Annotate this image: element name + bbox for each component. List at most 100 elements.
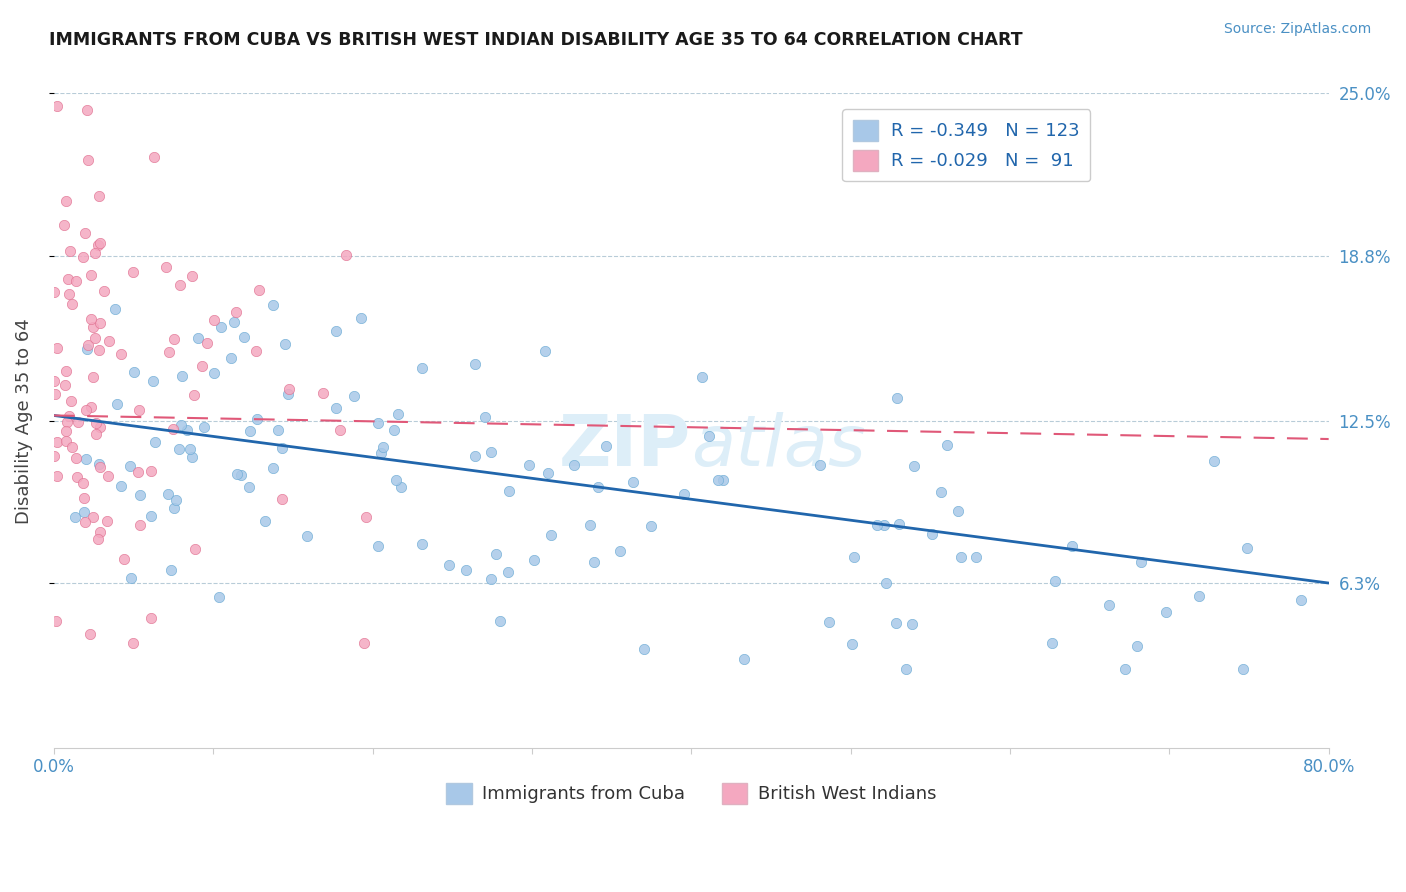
Point — [58, 409, 80, 424]
Point — [633, 642, 655, 657]
Point — [44, 375, 66, 389]
Point — [79, 627, 101, 641]
Point — [706, 473, 728, 487]
Point — [84, 416, 107, 430]
Point — [274, 337, 297, 351]
Point — [371, 441, 394, 455]
Point — [353, 636, 375, 650]
Y-axis label: Disability Age 35 to 64: Disability Age 35 to 64 — [15, 318, 32, 524]
Point — [82, 510, 104, 524]
Point — [105, 397, 128, 411]
Point — [254, 514, 277, 528]
Point — [89, 343, 111, 357]
Point — [1236, 541, 1258, 555]
Point — [894, 663, 917, 677]
Point — [335, 248, 357, 262]
Point — [84, 427, 107, 442]
Point — [89, 524, 111, 539]
Point — [1098, 599, 1121, 613]
Point — [886, 615, 908, 630]
Point — [225, 305, 247, 319]
Point — [479, 572, 502, 586]
Point — [75, 452, 97, 467]
Point — [209, 320, 232, 334]
Point — [329, 423, 352, 437]
Point — [89, 316, 111, 330]
Point — [83, 331, 105, 345]
Point — [354, 509, 377, 524]
Point — [128, 488, 150, 502]
Point — [537, 466, 560, 480]
Point — [1060, 539, 1083, 553]
Point — [76, 342, 98, 356]
Point — [181, 269, 204, 284]
Point — [1289, 592, 1312, 607]
Point — [621, 475, 644, 489]
Point — [122, 366, 145, 380]
Point — [697, 429, 720, 443]
Point — [75, 226, 97, 240]
Point — [65, 450, 87, 465]
Point — [122, 636, 145, 650]
Point — [389, 480, 412, 494]
Point — [1126, 639, 1149, 653]
Point — [367, 539, 389, 553]
Point — [325, 324, 347, 338]
Point — [184, 542, 207, 557]
Point — [141, 610, 163, 624]
Point — [936, 438, 959, 452]
Point — [262, 298, 284, 312]
Point — [382, 423, 405, 437]
Point — [295, 529, 318, 543]
Point — [385, 473, 408, 487]
Point — [65, 274, 87, 288]
Point — [165, 492, 187, 507]
Point — [733, 652, 755, 666]
Point — [886, 391, 908, 405]
Point — [46, 434, 69, 449]
Point — [170, 369, 193, 384]
Point — [56, 272, 79, 286]
Point — [77, 337, 100, 351]
Point — [139, 465, 162, 479]
Point — [143, 434, 166, 449]
Point — [72, 250, 94, 264]
Text: atlas: atlas — [692, 412, 866, 482]
Point — [53, 219, 76, 233]
Point — [875, 575, 897, 590]
Point — [1188, 589, 1211, 603]
Point — [277, 382, 299, 396]
Point — [142, 374, 165, 388]
Point — [808, 458, 831, 472]
Point — [219, 351, 242, 366]
Point — [640, 518, 662, 533]
Point — [89, 236, 111, 251]
Point — [517, 458, 540, 473]
Point — [55, 424, 77, 438]
Point — [44, 614, 66, 628]
Point — [842, 550, 865, 565]
Point — [464, 449, 486, 463]
Point — [367, 416, 389, 430]
Point — [141, 509, 163, 524]
Point — [247, 283, 270, 297]
Point — [690, 370, 713, 384]
Point — [127, 465, 149, 479]
Point — [262, 461, 284, 475]
Point — [55, 434, 77, 448]
Point — [277, 387, 299, 401]
Point — [464, 357, 486, 371]
Point — [55, 194, 77, 208]
Point — [44, 285, 66, 300]
Point — [350, 310, 373, 325]
Point — [454, 563, 477, 577]
Point — [582, 555, 605, 569]
Point — [176, 423, 198, 437]
Point — [208, 591, 231, 605]
Point — [711, 474, 734, 488]
Point — [195, 335, 218, 350]
Point — [163, 500, 186, 515]
Point — [59, 244, 82, 259]
Point — [231, 468, 253, 483]
Point — [59, 394, 82, 409]
